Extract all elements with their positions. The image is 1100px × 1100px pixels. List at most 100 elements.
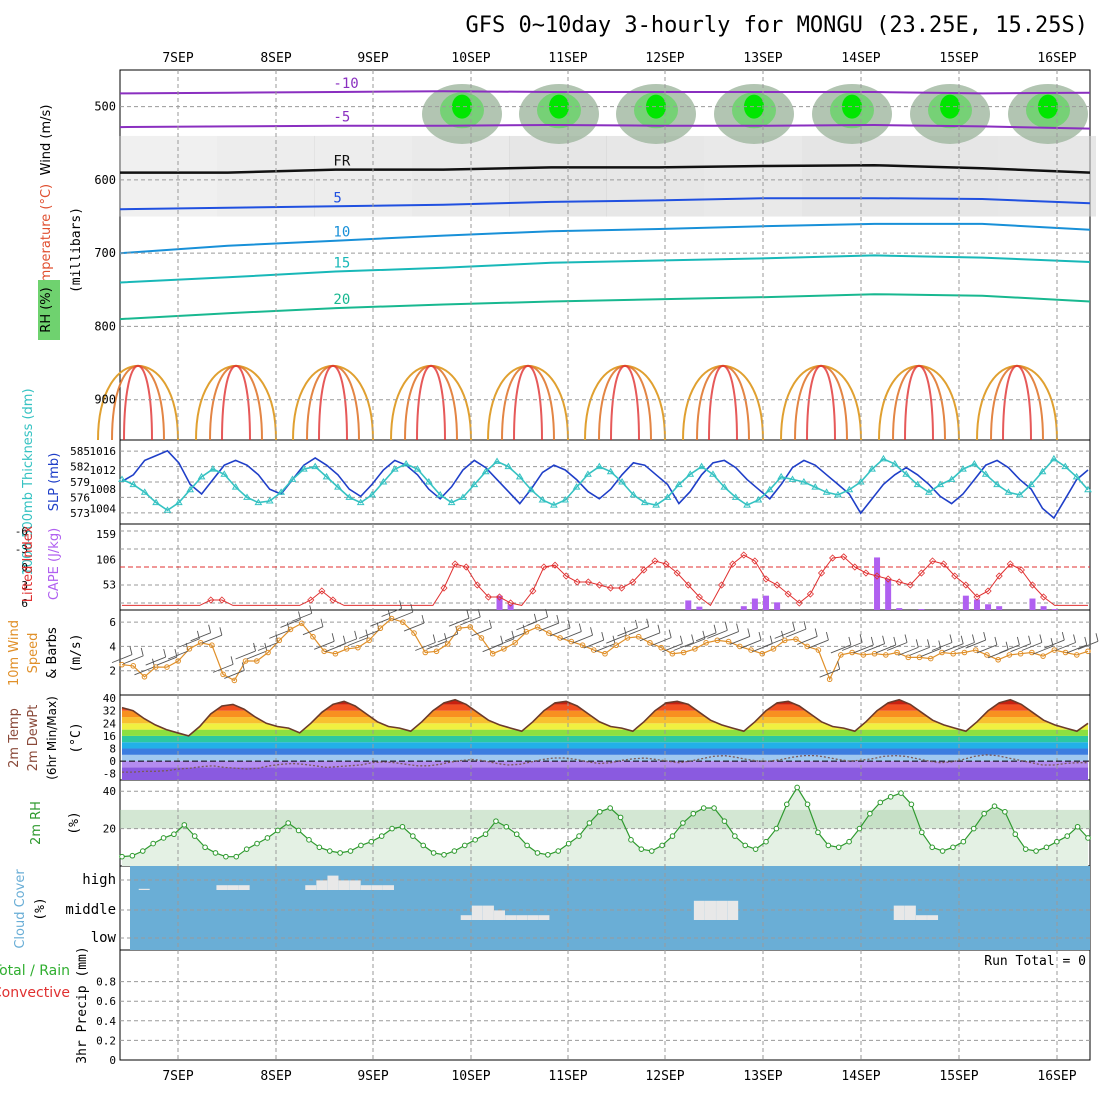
rh-marker: [555, 848, 562, 854]
rh-marker: [347, 848, 354, 854]
temp-contour--5: [119, 123, 1091, 130]
wind-speed-marker: [377, 625, 384, 632]
ylabel-cape: CAPE (J/kg): [47, 528, 62, 600]
wind-speed-marker: [692, 646, 698, 652]
wind-barb: [662, 643, 683, 653]
wind-speed-marker: [366, 637, 372, 644]
wind-barb-flag: [342, 635, 346, 644]
lifted-index-marker: [962, 581, 970, 589]
cloud-high-bar: [338, 880, 350, 890]
date-tick-top: 12SEP: [645, 51, 684, 66]
rh-marker: [326, 848, 333, 854]
thickness-marker: [959, 465, 967, 472]
wind-speed-marker: [310, 633, 316, 640]
wind-barb: [358, 629, 380, 639]
rh-marker: [752, 846, 759, 852]
wind-speed-marker: [523, 629, 530, 635]
temp-contour-15: [119, 254, 1091, 284]
wind-barb: [123, 655, 144, 665]
lifted-index-marker: [817, 569, 826, 577]
cloud-high-bar: [316, 880, 328, 890]
rh-shade-saturated: [452, 94, 472, 119]
boundary-temp-contour: [318, 364, 348, 441]
thickness-marker: [640, 498, 649, 506]
wind-barb: [819, 668, 840, 678]
wind-speed-marker: [647, 639, 653, 646]
thickness-marker: [277, 488, 285, 495]
cloud-high-bar: [360, 885, 372, 890]
boundary-temp-contour: [1002, 364, 1032, 441]
wind-barb-flag: [915, 639, 919, 648]
wind-barb-flag: [432, 634, 436, 643]
wind-barb: [898, 646, 919, 656]
rh-marker: [1064, 833, 1071, 839]
wind-barb-flag: [769, 635, 773, 644]
rh-marker: [1043, 844, 1050, 851]
thickness-marker: [811, 483, 820, 490]
wind-barb: [875, 644, 896, 654]
temp-band: [122, 742, 1088, 749]
thickness-marker: [368, 490, 376, 498]
lifted-index-marker: [473, 581, 481, 589]
thickness-marker: [220, 470, 229, 477]
wind-barb-flag: [309, 605, 313, 614]
rh-shade-low: [314, 135, 412, 217]
temp-tick-label: 8: [109, 743, 116, 756]
wind-speed-marker: [400, 619, 406, 625]
rh-marker: [680, 820, 686, 826]
temp-tick-label: 32: [103, 705, 116, 718]
rh-marker: [877, 799, 884, 806]
wind-speed-marker: [748, 647, 754, 653]
thickness-marker: [402, 460, 411, 467]
lifted-index-marker: [806, 590, 814, 598]
thickness-marker: [390, 465, 399, 472]
rh-marker: [430, 850, 437, 856]
thickness-marker: [209, 465, 217, 472]
thickness-marker: [481, 467, 490, 475]
cape-bar: [696, 606, 703, 610]
thickness-marker: [584, 470, 592, 477]
cloud-high-bar: [138, 888, 150, 890]
pressure-tick-label: 700: [94, 246, 116, 260]
rh-marker: [970, 825, 977, 832]
date-tick-bottom: 10SEP: [451, 1069, 490, 1084]
rh-marker: [763, 838, 769, 845]
temp-contour-20: [119, 293, 1091, 321]
wind-barb-flag: [758, 631, 762, 641]
temp-contour-label: 15: [333, 255, 350, 271]
wind-speed-marker: [231, 677, 238, 684]
rh-marker: [264, 835, 271, 841]
wind-barb-flag: [533, 613, 537, 622]
wind-barb: [1044, 639, 1065, 649]
thickness-marker: [834, 490, 842, 498]
wind-barb-flag: [679, 635, 683, 644]
wind-barb-flag: [904, 634, 908, 643]
wind-barb-flag: [545, 608, 549, 618]
thickness-marker: [686, 470, 695, 477]
rh-marker: [410, 833, 416, 839]
wind-barb: [785, 628, 807, 638]
lifted-index-tick-label: 0: [21, 561, 28, 574]
temp-band: [122, 767, 1088, 780]
rh-marker: [1033, 848, 1039, 854]
thickness-marker: [936, 480, 945, 488]
rh-marker: [991, 803, 998, 809]
wind-speed-marker: [298, 620, 305, 627]
rh-marker: [773, 825, 780, 832]
lifted-index-marker: [740, 551, 748, 559]
boundary-temp-contour: [990, 364, 1044, 441]
rh-marker: [939, 848, 946, 854]
thickness-marker: [765, 485, 774, 493]
boundary-temp-contour: [976, 365, 1058, 441]
rh-shade-low: [509, 135, 607, 217]
temp-band: [122, 729, 1088, 736]
rh-marker: [700, 805, 707, 811]
lifted-index-marker: [484, 593, 492, 601]
thickness-marker: [822, 488, 831, 495]
ylabel-rh-units: (%): [67, 811, 82, 834]
wind-barb: [201, 634, 223, 644]
wind-barb: [1010, 643, 1031, 653]
wind-speed-marker: [624, 635, 631, 641]
wind-speed-marker: [950, 650, 957, 657]
